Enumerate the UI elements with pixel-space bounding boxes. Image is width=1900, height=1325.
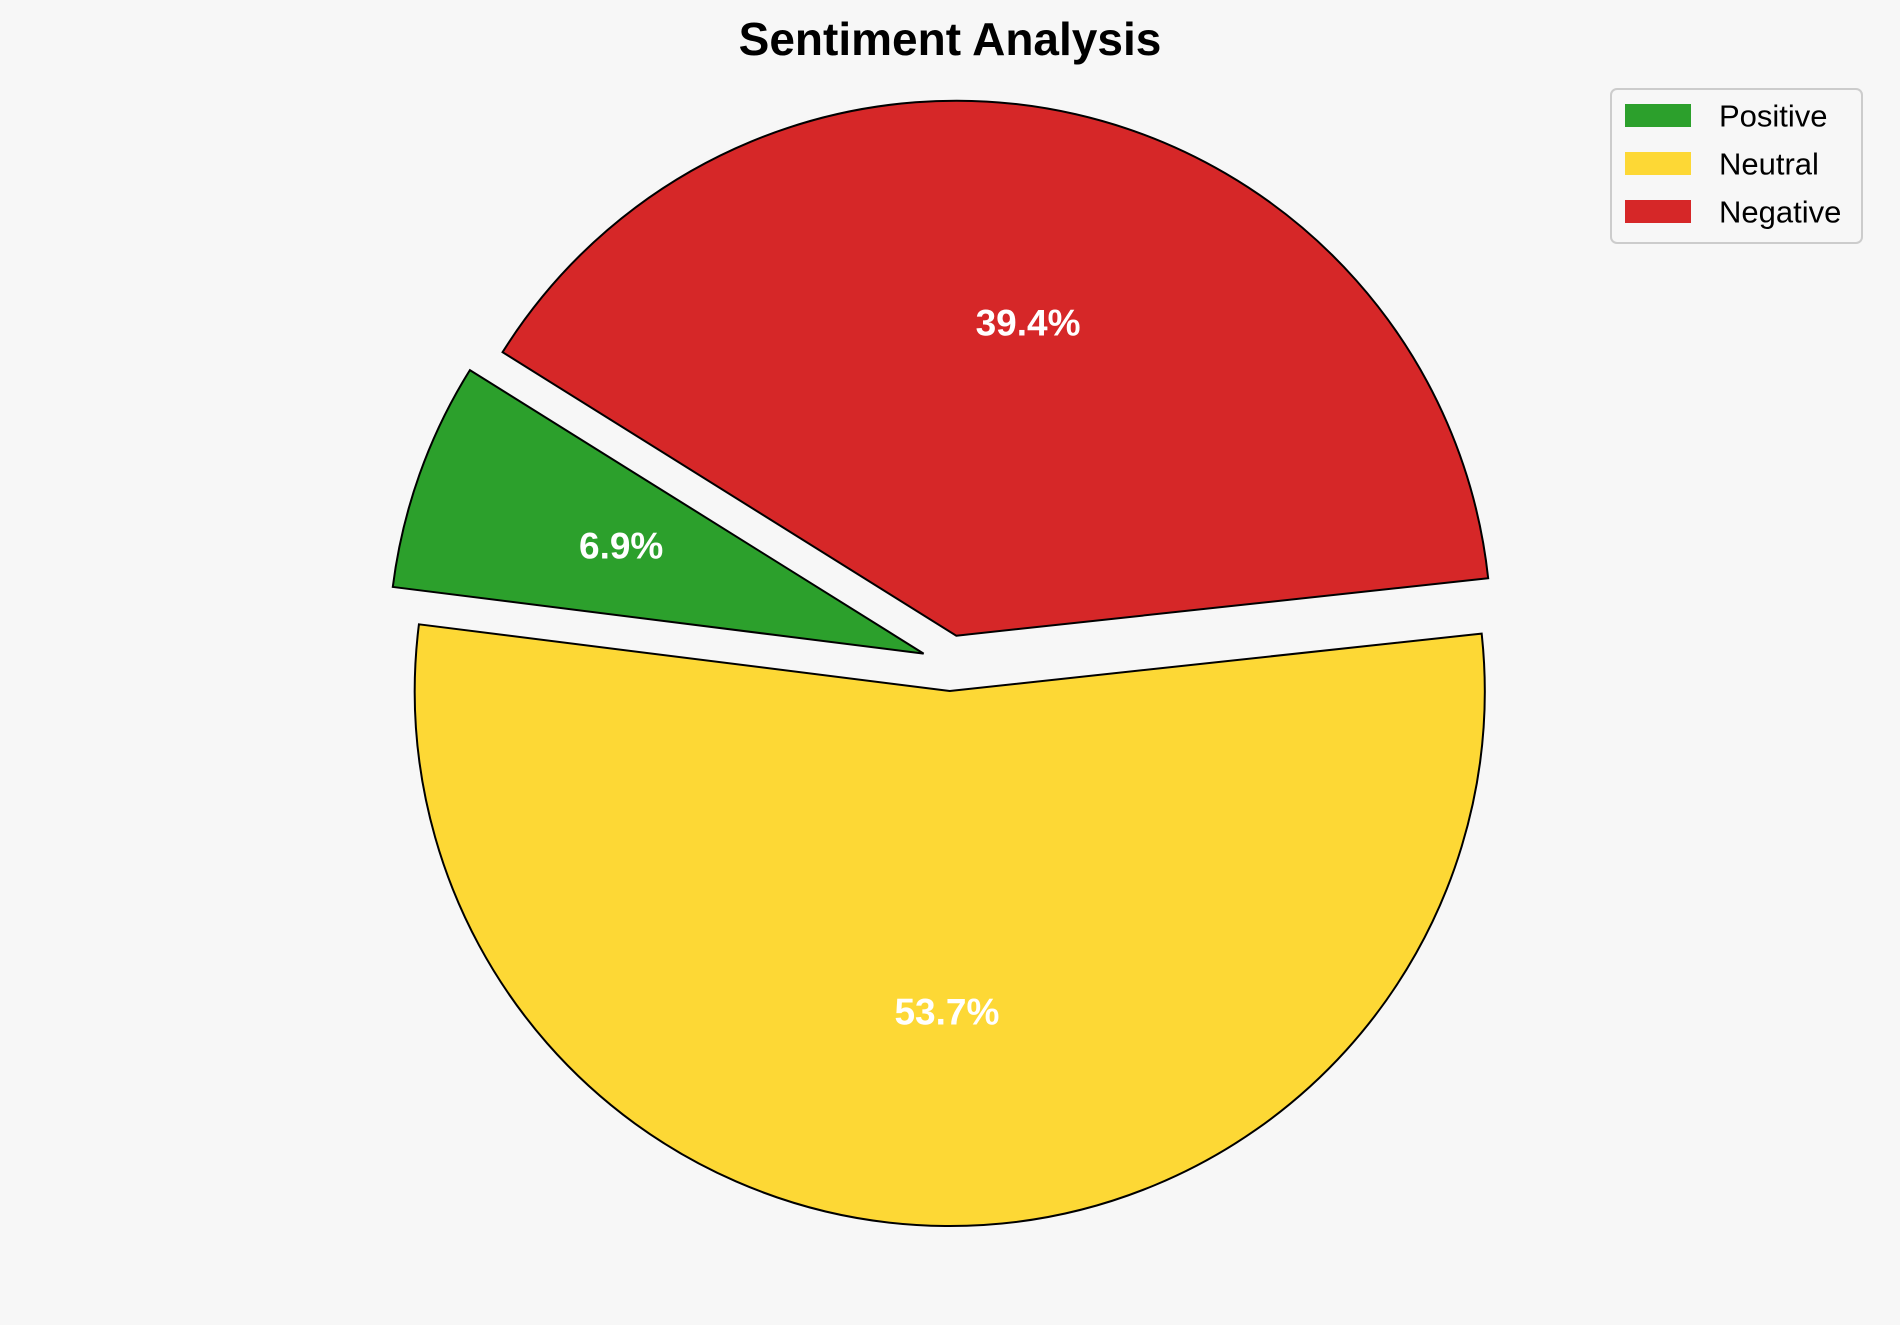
legend-swatch-positive: [1625, 104, 1691, 127]
legend-label-positive: Positive: [1719, 99, 1828, 134]
pie-slices: [391, 99, 1490, 1227]
pie-slice-neutral: [413, 623, 1486, 1227]
slice-labels: 6.9% 53.7% 39.4%: [579, 302, 1080, 1032]
legend-label-neutral: Neutral: [1719, 147, 1819, 182]
chart-title: Sentiment Analysis: [739, 13, 1162, 65]
pie-slice-negative: [501, 99, 1490, 637]
legend-label-negative: Negative: [1719, 195, 1841, 230]
legend-swatch-negative: [1625, 200, 1691, 223]
legend: Positive Neutral Negative: [1610, 88, 1863, 244]
slice-label-positive: 6.9%: [579, 526, 663, 567]
pie-slice-positive: [391, 368, 925, 655]
legend-swatch-neutral: [1625, 152, 1691, 175]
slice-label-negative: 39.4%: [976, 302, 1081, 343]
slice-label-neutral: 53.7%: [894, 991, 999, 1032]
